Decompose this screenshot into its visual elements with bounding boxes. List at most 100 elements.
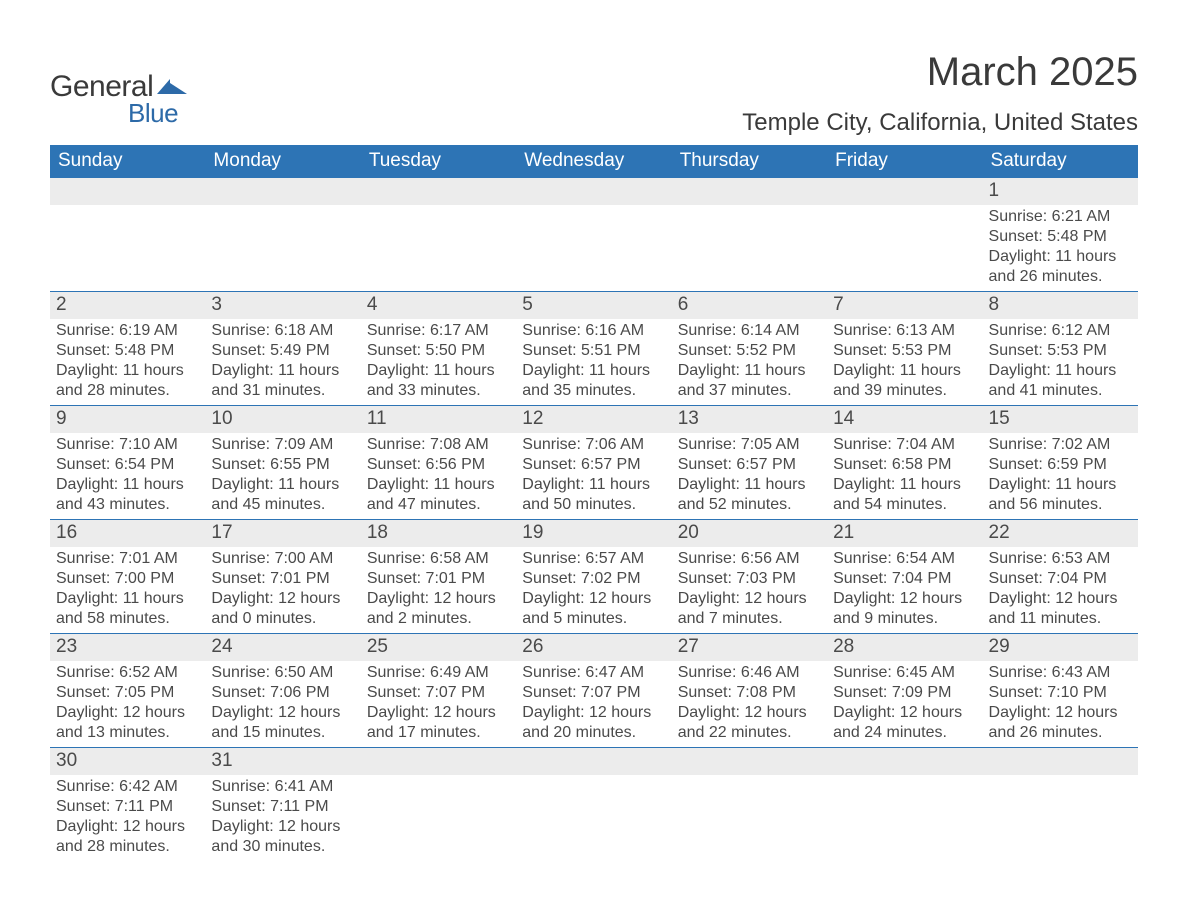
day-number-cell bbox=[827, 748, 982, 776]
week-detail-row: Sunrise: 6:21 AMSunset: 5:48 PMDaylight:… bbox=[50, 205, 1138, 292]
daylight-hours-text: Daylight: 12 hours bbox=[989, 589, 1132, 609]
day-detail-cell: Sunrise: 6:47 AMSunset: 7:07 PMDaylight:… bbox=[516, 661, 671, 748]
daylight-hours-text: Daylight: 12 hours bbox=[522, 589, 665, 609]
day-detail-cell: Sunrise: 6:45 AMSunset: 7:09 PMDaylight:… bbox=[827, 661, 982, 748]
day-number-cell bbox=[516, 748, 671, 776]
day-number-cell bbox=[672, 178, 827, 205]
sunset-text: Sunset: 6:54 PM bbox=[56, 455, 199, 475]
day-detail-cell bbox=[516, 205, 671, 292]
day-number-cell: 22 bbox=[983, 520, 1138, 548]
logo: General Blue bbox=[50, 70, 189, 129]
sunrise-text: Sunrise: 6:16 AM bbox=[522, 321, 665, 341]
daylight-minutes-text: and 13 minutes. bbox=[56, 723, 199, 743]
location: Temple City, California, United States bbox=[742, 109, 1138, 137]
day-number-cell: 13 bbox=[672, 406, 827, 434]
day-detail-cell: Sunrise: 6:46 AMSunset: 7:08 PMDaylight:… bbox=[672, 661, 827, 748]
day-number-cell: 21 bbox=[827, 520, 982, 548]
daylight-hours-text: Daylight: 12 hours bbox=[211, 703, 354, 723]
sunset-text: Sunset: 7:09 PM bbox=[833, 683, 976, 703]
daylight-hours-text: Daylight: 11 hours bbox=[678, 475, 821, 495]
daylight-hours-text: Daylight: 11 hours bbox=[367, 475, 510, 495]
sunset-text: Sunset: 7:08 PM bbox=[678, 683, 821, 703]
daylight-hours-text: Daylight: 11 hours bbox=[56, 475, 199, 495]
day-number-cell: 12 bbox=[516, 406, 671, 434]
sunrise-text: Sunrise: 7:08 AM bbox=[367, 435, 510, 455]
day-header: Saturday bbox=[983, 145, 1138, 178]
daylight-minutes-text: and 39 minutes. bbox=[833, 381, 976, 401]
sunset-text: Sunset: 7:05 PM bbox=[56, 683, 199, 703]
day-number-cell bbox=[205, 178, 360, 205]
week-daynum-row: 3031 bbox=[50, 748, 1138, 776]
daylight-hours-text: Daylight: 12 hours bbox=[211, 817, 354, 837]
day-detail-cell bbox=[361, 775, 516, 861]
day-detail-cell: Sunrise: 6:54 AMSunset: 7:04 PMDaylight:… bbox=[827, 547, 982, 634]
daylight-minutes-text: and 50 minutes. bbox=[522, 495, 665, 515]
sunrise-text: Sunrise: 6:54 AM bbox=[833, 549, 976, 569]
daylight-hours-text: Daylight: 12 hours bbox=[678, 589, 821, 609]
daylight-hours-text: Daylight: 12 hours bbox=[989, 703, 1132, 723]
daylight-minutes-text: and 22 minutes. bbox=[678, 723, 821, 743]
day-number-cell bbox=[672, 748, 827, 776]
daylight-minutes-text: and 15 minutes. bbox=[211, 723, 354, 743]
day-number-cell: 30 bbox=[50, 748, 205, 776]
daylight-minutes-text: and 58 minutes. bbox=[56, 609, 199, 629]
sunset-text: Sunset: 5:48 PM bbox=[56, 341, 199, 361]
sunset-text: Sunset: 6:59 PM bbox=[989, 455, 1132, 475]
day-number-cell: 6 bbox=[672, 292, 827, 320]
daylight-minutes-text: and 35 minutes. bbox=[522, 381, 665, 401]
sunrise-text: Sunrise: 6:46 AM bbox=[678, 663, 821, 683]
daylight-hours-text: Daylight: 11 hours bbox=[211, 475, 354, 495]
daylight-minutes-text: and 43 minutes. bbox=[56, 495, 199, 515]
sunset-text: Sunset: 5:52 PM bbox=[678, 341, 821, 361]
calendar-table: Sunday Monday Tuesday Wednesday Thursday… bbox=[50, 145, 1138, 861]
day-number-cell: 2 bbox=[50, 292, 205, 320]
day-number-cell: 5 bbox=[516, 292, 671, 320]
sunrise-text: Sunrise: 7:04 AM bbox=[833, 435, 976, 455]
day-number-cell: 11 bbox=[361, 406, 516, 434]
sunset-text: Sunset: 6:57 PM bbox=[678, 455, 821, 475]
sunset-text: Sunset: 6:55 PM bbox=[211, 455, 354, 475]
day-detail-cell: Sunrise: 7:00 AMSunset: 7:01 PMDaylight:… bbox=[205, 547, 360, 634]
day-detail-cell: Sunrise: 6:58 AMSunset: 7:01 PMDaylight:… bbox=[361, 547, 516, 634]
day-number-cell: 28 bbox=[827, 634, 982, 662]
sunrise-text: Sunrise: 6:45 AM bbox=[833, 663, 976, 683]
daylight-hours-text: Daylight: 11 hours bbox=[989, 475, 1132, 495]
sunset-text: Sunset: 7:04 PM bbox=[833, 569, 976, 589]
day-detail-cell bbox=[205, 205, 360, 292]
day-number-cell bbox=[983, 748, 1138, 776]
sunrise-text: Sunrise: 7:06 AM bbox=[522, 435, 665, 455]
sunrise-text: Sunrise: 7:02 AM bbox=[989, 435, 1132, 455]
daylight-hours-text: Daylight: 11 hours bbox=[678, 361, 821, 381]
day-detail-cell: Sunrise: 6:18 AMSunset: 5:49 PMDaylight:… bbox=[205, 319, 360, 406]
sunrise-text: Sunrise: 7:01 AM bbox=[56, 549, 199, 569]
day-detail-cell: Sunrise: 6:49 AMSunset: 7:07 PMDaylight:… bbox=[361, 661, 516, 748]
day-number-cell bbox=[516, 178, 671, 205]
daylight-minutes-text: and 0 minutes. bbox=[211, 609, 354, 629]
daylight-minutes-text: and 45 minutes. bbox=[211, 495, 354, 515]
daylight-hours-text: Daylight: 12 hours bbox=[367, 589, 510, 609]
day-header: Tuesday bbox=[361, 145, 516, 178]
day-detail-cell: Sunrise: 6:52 AMSunset: 7:05 PMDaylight:… bbox=[50, 661, 205, 748]
daylight-minutes-text: and 11 minutes. bbox=[989, 609, 1132, 629]
week-daynum-row: 16171819202122 bbox=[50, 520, 1138, 548]
daylight-minutes-text: and 9 minutes. bbox=[833, 609, 976, 629]
day-number-cell: 7 bbox=[827, 292, 982, 320]
sunset-text: Sunset: 6:58 PM bbox=[833, 455, 976, 475]
daylight-minutes-text: and 33 minutes. bbox=[367, 381, 510, 401]
daylight-minutes-text: and 52 minutes. bbox=[678, 495, 821, 515]
day-number-cell: 20 bbox=[672, 520, 827, 548]
daylight-hours-text: Daylight: 12 hours bbox=[211, 589, 354, 609]
sunrise-text: Sunrise: 6:18 AM bbox=[211, 321, 354, 341]
day-number-cell: 9 bbox=[50, 406, 205, 434]
daylight-hours-text: Daylight: 11 hours bbox=[989, 247, 1132, 267]
sunrise-text: Sunrise: 6:57 AM bbox=[522, 549, 665, 569]
sunrise-text: Sunrise: 7:00 AM bbox=[211, 549, 354, 569]
day-number-cell bbox=[50, 178, 205, 205]
daylight-minutes-text: and 24 minutes. bbox=[833, 723, 976, 743]
day-detail-cell: Sunrise: 7:02 AMSunset: 6:59 PMDaylight:… bbox=[983, 433, 1138, 520]
day-detail-cell bbox=[50, 205, 205, 292]
sunset-text: Sunset: 5:53 PM bbox=[833, 341, 976, 361]
sunset-text: Sunset: 7:10 PM bbox=[989, 683, 1132, 703]
day-detail-cell: Sunrise: 6:57 AMSunset: 7:02 PMDaylight:… bbox=[516, 547, 671, 634]
day-detail-cell: Sunrise: 6:21 AMSunset: 5:48 PMDaylight:… bbox=[983, 205, 1138, 292]
